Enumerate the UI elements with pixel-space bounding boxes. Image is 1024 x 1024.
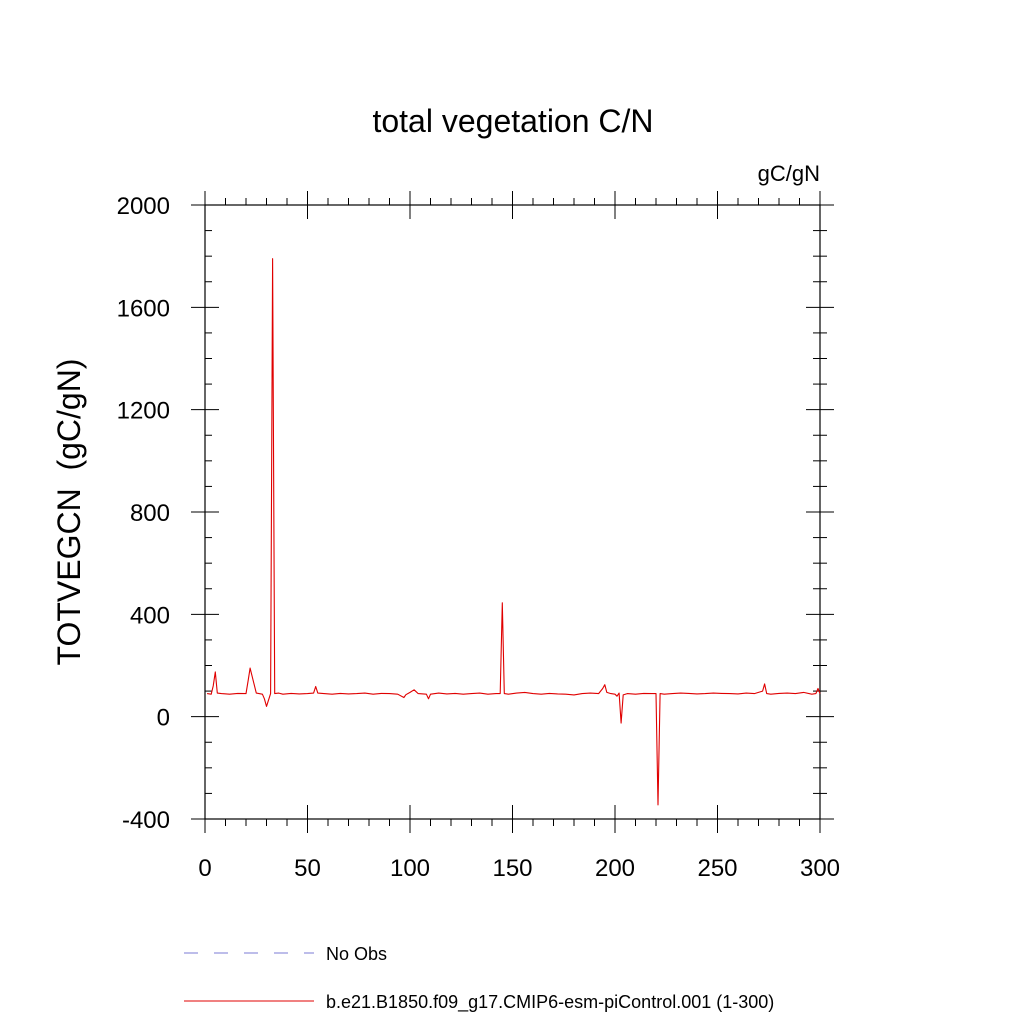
x-tick-label: 0 <box>198 855 211 882</box>
chart-title: total vegetation C/N <box>372 103 653 139</box>
x-tick-label: 150 <box>492 855 532 882</box>
legend-label-no-obs: No Obs <box>326 944 387 964</box>
x-tick-label: 250 <box>697 855 737 882</box>
y-tick-label: 1600 <box>117 295 170 322</box>
plot-frame <box>204 204 821 820</box>
y-tick-label: 400 <box>130 602 170 629</box>
x-tick-label: 300 <box>800 855 840 882</box>
legend-label-model-run: b.e21.B1850.f09_g17.CMIP6-esm-piControl.… <box>326 992 774 1013</box>
plot-area: 0 50 100 150 200 250 300 -400 0 400 800 1200 1600 200… <box>117 191 840 882</box>
y-axis-label: TOTVEGCN (gC/gN) <box>51 359 87 666</box>
legend: No Obs b.e21.B1850.f09_g17.CMIP6-esm-piC… <box>184 944 774 1013</box>
series-line <box>207 258 821 806</box>
y-tick-label: 800 <box>130 500 170 527</box>
y-tick-label: 2000 <box>117 193 170 220</box>
units-label: gC/gN <box>758 161 820 186</box>
y-tick-label: -400 <box>122 807 170 834</box>
x-tick-label: 50 <box>294 855 321 882</box>
y-tick-label: 0 <box>157 705 170 732</box>
x-tick-label: 200 <box>595 855 635 882</box>
y-tick-label: 1200 <box>117 398 170 425</box>
x-tick-label: 100 <box>390 855 430 882</box>
